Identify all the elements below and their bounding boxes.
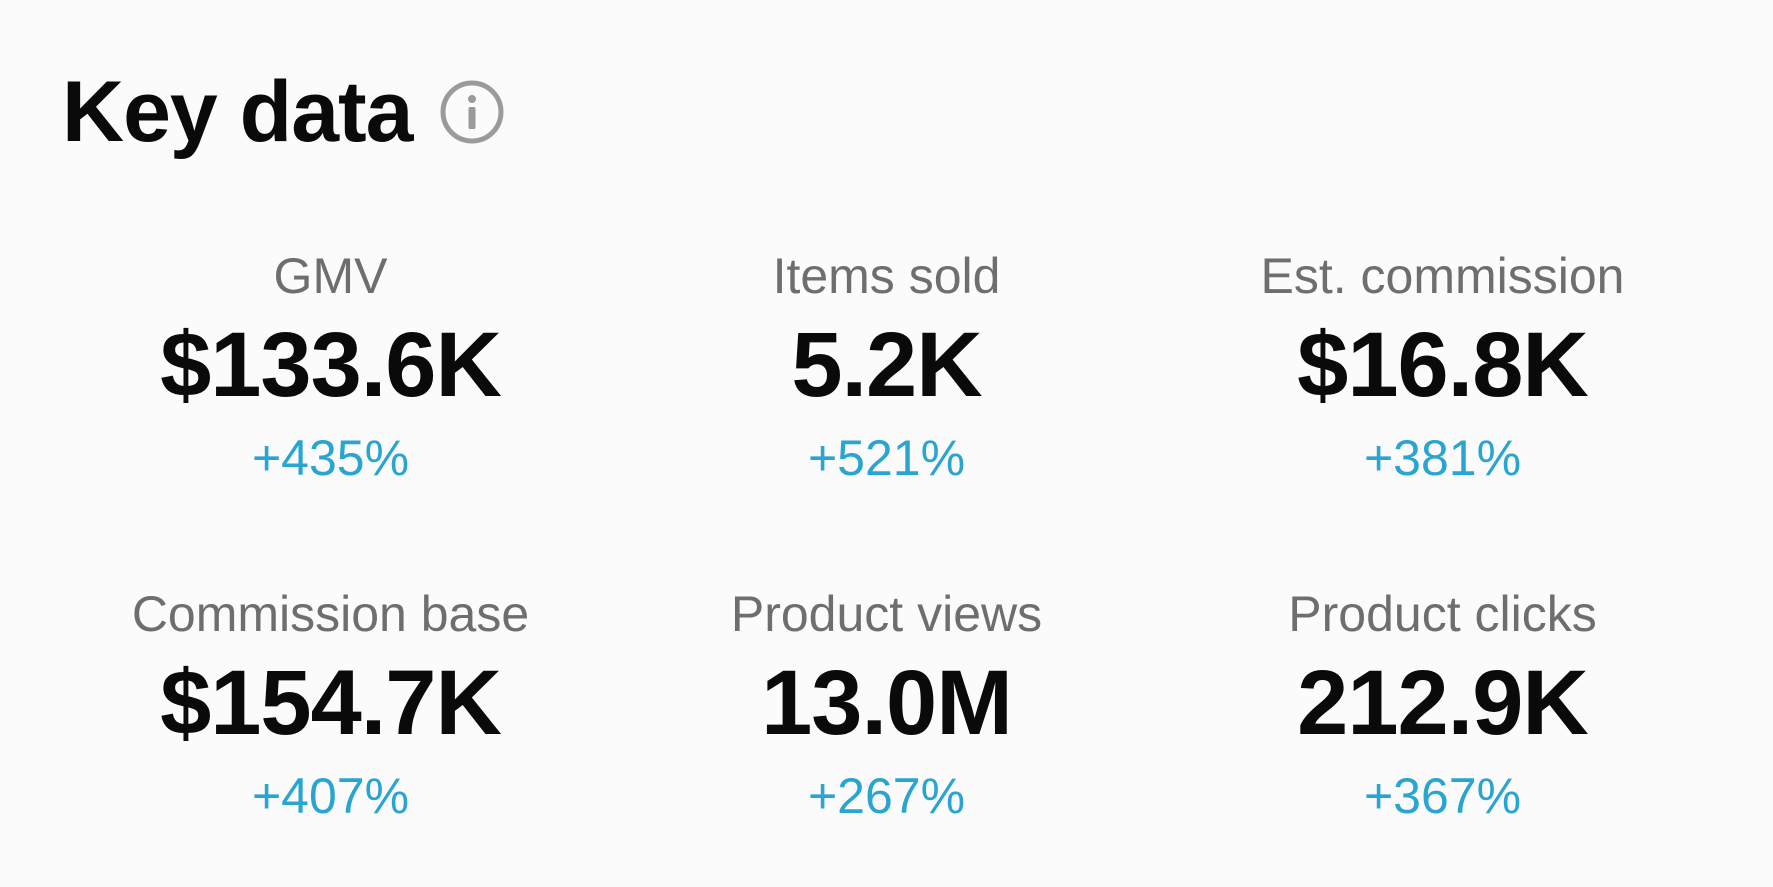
metric-items-sold[interactable]: Items sold 5.2K +521% xyxy=(591,245,1182,583)
metric-change: +521% xyxy=(807,430,966,486)
metric-label: Product views xyxy=(730,586,1043,642)
metric-value: 212.9K xyxy=(1297,652,1589,754)
metric-value: $154.7K xyxy=(160,652,502,754)
page-title: Key data xyxy=(62,64,413,160)
metric-change: +435% xyxy=(251,430,410,486)
metric-change: +267% xyxy=(807,768,966,824)
metric-label: GMV xyxy=(273,248,388,304)
metric-label: Product clicks xyxy=(1288,586,1597,642)
metric-gmv[interactable]: GMV $133.6K +435% xyxy=(35,245,626,583)
metric-change: +381% xyxy=(1363,430,1522,486)
metric-commission-base[interactable]: Commission base $154.7K +407% xyxy=(35,583,626,883)
metric-change: +367% xyxy=(1363,768,1522,824)
metric-product-clicks[interactable]: Product clicks 212.9K +367% xyxy=(1147,583,1738,883)
info-icon[interactable] xyxy=(439,79,505,145)
metric-label: Commission base xyxy=(131,586,530,642)
metric-value: 5.2K xyxy=(791,314,982,416)
metric-label: Items sold xyxy=(772,248,1001,304)
metric-value: 13.0M xyxy=(761,652,1013,754)
key-data-header: Key data xyxy=(62,62,505,162)
metrics-grid: GMV $133.6K +435% Items sold 5.2K +521% … xyxy=(0,245,1773,883)
metric-est-commission[interactable]: Est. commission $16.8K +381% xyxy=(1147,245,1738,583)
metric-product-views[interactable]: Product views 13.0M +267% xyxy=(591,583,1182,883)
metric-change: +407% xyxy=(251,768,410,824)
metric-value: $133.6K xyxy=(160,314,502,416)
metric-value: $16.8K xyxy=(1297,314,1589,416)
metric-label: Est. commission xyxy=(1260,248,1625,304)
